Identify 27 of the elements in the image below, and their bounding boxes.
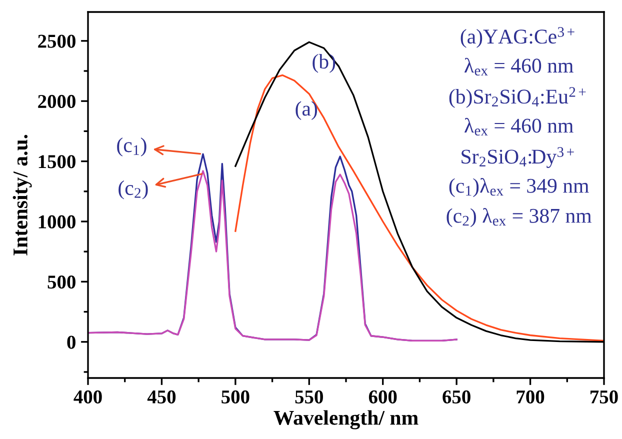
x-axis-title: Wavelength/ nm [274,410,418,430]
annotation: (c$_{1}$)λ$_{ex}$ = 349 nm [449,178,589,198]
annotation: (a) [296,101,318,120]
x-tick-label: 700 [516,390,544,404]
annotation: (a)YAG:Ce$^{3+}$ [460,27,574,48]
x-tick-label: 600 [368,390,397,404]
annotation: λ$_{ex}$ = 460 nm [464,118,574,136]
annotation: (c$_{1}$) [117,138,146,156]
x-tick-label: 650 [442,390,470,404]
annotation: (c$_{2}$) λ$_{ex}$ = 387 nm [446,208,592,228]
x-tick-label: 400 [74,390,102,404]
annotation: λ$_{ex}$ = 460 nm [464,58,574,76]
y-axis-title: Intensity/ a.u. [12,134,32,256]
y-tick-label: 500 [48,276,76,289]
x-tick-label: 450 [147,390,176,404]
annotation: (b)Sr$_{2}$SiO$_{4}$:Eu$^{2+}$ [449,87,586,108]
y-tick-label: 1500 [38,155,76,168]
y-tick-label: 2000 [38,94,76,108]
y-tick-label: 2500 [38,34,76,48]
x-tick-label: 550 [295,390,323,404]
annotation: (c$_{2}$) [118,180,148,200]
annotation: (b) [312,54,336,73]
y-tick-label: 1000 [38,215,76,228]
x-tick-label: 500 [222,390,250,404]
y-tick-label: 0 [67,336,76,349]
annotation: Sr$_{2}$SiO$_{4}$:Dy$^{3+}$ [462,147,574,168]
x-tick-label: 750 [590,390,618,404]
